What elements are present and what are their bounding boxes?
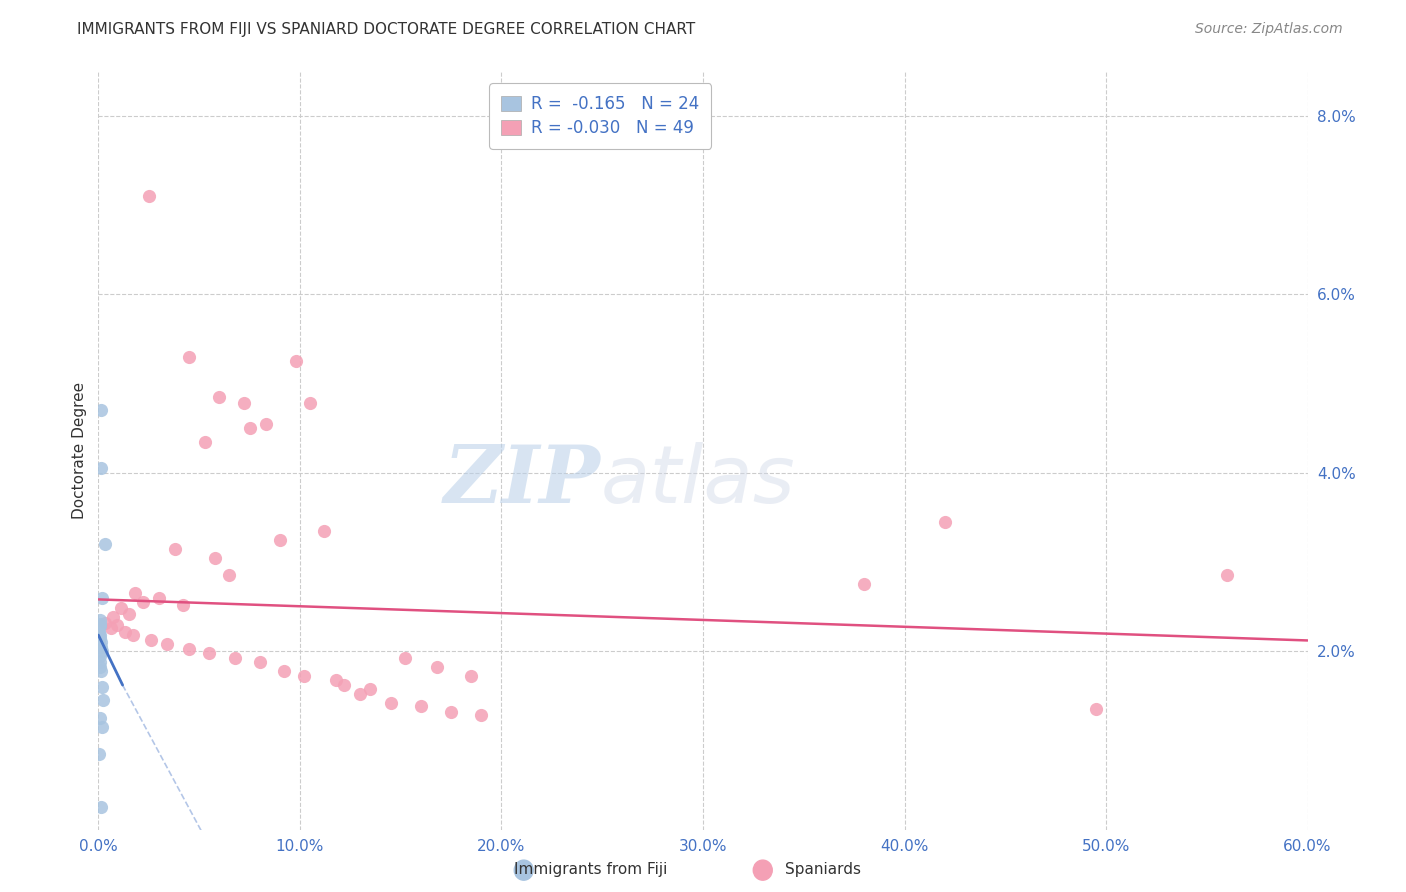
Point bbox=[101, 610, 124, 624]
Point bbox=[114, 624, 136, 639]
Text: ZIP: ZIP bbox=[443, 442, 600, 519]
Point bbox=[460, 669, 482, 683]
Point bbox=[89, 619, 111, 633]
Text: Spaniards: Spaniards bbox=[785, 863, 860, 877]
Point bbox=[89, 637, 111, 651]
Point bbox=[89, 628, 111, 642]
Point bbox=[93, 693, 115, 707]
Point bbox=[90, 461, 112, 475]
Point bbox=[89, 648, 111, 663]
Point bbox=[179, 642, 201, 657]
Point bbox=[349, 687, 371, 701]
Point bbox=[156, 637, 179, 651]
Point bbox=[94, 615, 117, 630]
Point bbox=[89, 617, 111, 632]
Point bbox=[105, 618, 128, 632]
Point bbox=[163, 541, 186, 556]
Point bbox=[254, 417, 277, 431]
Point bbox=[100, 621, 122, 635]
Point bbox=[292, 669, 315, 683]
Point bbox=[232, 396, 254, 410]
Text: IMMIGRANTS FROM FIJI VS SPANIARD DOCTORATE DEGREE CORRELATION CHART: IMMIGRANTS FROM FIJI VS SPANIARD DOCTORA… bbox=[77, 22, 696, 37]
Point bbox=[853, 577, 876, 591]
Point bbox=[90, 664, 112, 678]
Point bbox=[269, 533, 291, 547]
Point bbox=[934, 515, 956, 529]
Point bbox=[380, 696, 402, 710]
Point bbox=[239, 421, 262, 435]
Point bbox=[204, 550, 226, 565]
Point bbox=[333, 678, 356, 692]
Legend: R =  -0.165   N = 24, R = -0.030   N = 49: R = -0.165 N = 24, R = -0.030 N = 49 bbox=[489, 84, 711, 149]
Point bbox=[90, 644, 112, 658]
Point bbox=[470, 708, 492, 723]
Point bbox=[89, 660, 111, 674]
Text: Immigrants from Fiji: Immigrants from Fiji bbox=[513, 863, 668, 877]
Point bbox=[172, 598, 194, 612]
Point bbox=[89, 655, 111, 669]
Point bbox=[121, 628, 143, 642]
Point bbox=[409, 699, 432, 714]
Circle shape bbox=[515, 860, 533, 880]
Point bbox=[299, 396, 322, 410]
Point bbox=[314, 524, 336, 538]
Point bbox=[138, 189, 160, 203]
Point bbox=[325, 673, 347, 687]
Circle shape bbox=[754, 860, 772, 880]
Point bbox=[132, 595, 155, 609]
Point bbox=[249, 655, 271, 669]
Point bbox=[91, 591, 114, 605]
Point bbox=[1216, 568, 1239, 582]
Point bbox=[360, 681, 382, 696]
Point bbox=[218, 568, 240, 582]
Point bbox=[224, 651, 246, 665]
Point bbox=[90, 403, 112, 417]
Point bbox=[179, 350, 201, 364]
Point bbox=[124, 586, 146, 600]
Point bbox=[110, 601, 132, 615]
Point bbox=[91, 680, 114, 694]
Point bbox=[118, 607, 141, 621]
Point bbox=[208, 390, 231, 404]
Point bbox=[90, 800, 112, 814]
Point bbox=[89, 631, 111, 645]
Point bbox=[394, 651, 416, 665]
Point bbox=[440, 705, 463, 719]
Point bbox=[194, 434, 217, 449]
Point bbox=[198, 646, 221, 660]
Point bbox=[89, 711, 111, 725]
Point bbox=[1085, 702, 1108, 716]
Point bbox=[148, 591, 170, 605]
Text: Source: ZipAtlas.com: Source: ZipAtlas.com bbox=[1195, 22, 1343, 37]
Point bbox=[139, 633, 162, 648]
Point bbox=[90, 640, 112, 654]
Point bbox=[94, 537, 117, 551]
Point bbox=[284, 354, 307, 368]
Point bbox=[89, 747, 111, 761]
Point bbox=[89, 613, 111, 627]
Point bbox=[91, 720, 114, 734]
Y-axis label: Doctorate Degree: Doctorate Degree bbox=[72, 382, 87, 519]
Point bbox=[273, 664, 295, 678]
Point bbox=[89, 624, 111, 639]
Text: atlas: atlas bbox=[600, 442, 794, 520]
Point bbox=[426, 660, 449, 674]
Point bbox=[90, 635, 112, 649]
